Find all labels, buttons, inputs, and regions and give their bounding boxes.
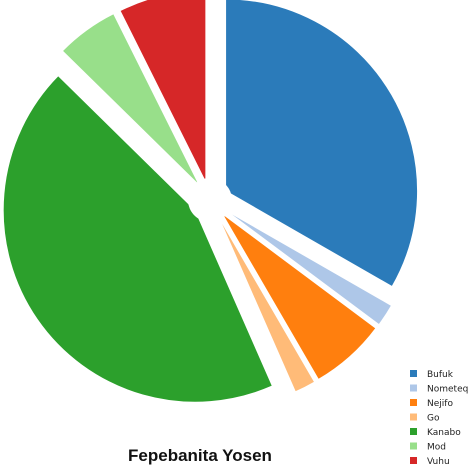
legend-label-vuhu: Vuhu [427, 457, 450, 467]
pie-center-hole [188, 178, 232, 222]
legend-swatch-go [410, 413, 417, 421]
legend-swatch-bufuk [410, 370, 417, 377]
legend-label-nometeq: Nometeq [427, 385, 468, 395]
legend-label-mod: Mod [427, 443, 446, 453]
pie-slice-nejifo [221, 213, 377, 381]
pie-slice-mod [61, 13, 200, 186]
legend-label-kanabo: Kanabo [427, 428, 461, 438]
chart-title: Fepebanita Yosen [128, 446, 272, 465]
legend-swatch-nometeq [410, 384, 417, 392]
legend-label-nejifo: Nejifo [427, 399, 453, 409]
legend-label-go: Go [427, 414, 440, 424]
legend-swatch-vuhu [410, 457, 417, 464]
pie-slices [2, 0, 419, 403]
pie-slice-kanabo [2, 74, 274, 403]
pie-slice-vuhu [119, 0, 207, 183]
legend-swatch-mod [410, 442, 417, 450]
pie-slice-bufuk [225, 0, 419, 288]
legend-label-bufuk: Bufuk [427, 370, 454, 380]
pie-slice-nometeq [224, 209, 393, 326]
legend-swatch-kanabo [410, 428, 417, 435]
pie-slice-go [217, 215, 316, 393]
legend: Bufuk Nometeq Nejifo Go Kanabo Mod Vuhu [410, 370, 468, 467]
legend-swatch-nejifo [410, 399, 417, 406]
